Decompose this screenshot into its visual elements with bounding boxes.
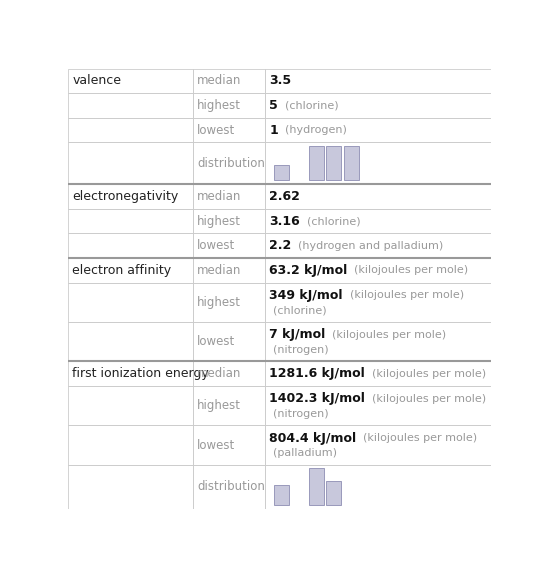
Bar bbox=[265, 118, 491, 142]
Text: highest: highest bbox=[197, 214, 241, 228]
Text: lowest: lowest bbox=[197, 239, 235, 252]
Text: (hydrogen): (hydrogen) bbox=[278, 125, 347, 135]
Bar bbox=[327, 481, 341, 505]
Text: distribution: distribution bbox=[197, 480, 265, 494]
Bar bbox=[193, 184, 265, 209]
Text: median: median bbox=[197, 190, 242, 203]
Text: (chlorine): (chlorine) bbox=[278, 101, 339, 110]
Text: (hydrogen and palladium): (hydrogen and palladium) bbox=[292, 241, 444, 251]
Bar bbox=[193, 386, 265, 426]
Text: 804.4 kJ/mol: 804.4 kJ/mol bbox=[269, 431, 357, 444]
Text: distribution: distribution bbox=[197, 157, 265, 170]
Text: (nitrogen): (nitrogen) bbox=[272, 345, 328, 355]
Bar bbox=[265, 322, 491, 362]
Bar bbox=[193, 283, 265, 322]
Text: 7 kJ/mol: 7 kJ/mol bbox=[269, 328, 325, 341]
Bar bbox=[193, 142, 265, 184]
Text: 1: 1 bbox=[269, 124, 278, 137]
Bar bbox=[265, 283, 491, 322]
Bar bbox=[274, 165, 289, 180]
Text: 1402.3 kJ/mol: 1402.3 kJ/mol bbox=[269, 392, 365, 405]
Text: first ionization energy: first ionization energy bbox=[73, 367, 209, 380]
Text: electronegativity: electronegativity bbox=[73, 190, 179, 203]
Bar bbox=[68, 184, 193, 209]
Text: lowest: lowest bbox=[197, 439, 235, 452]
Bar bbox=[327, 146, 341, 180]
Bar bbox=[265, 258, 491, 283]
Bar bbox=[193, 258, 265, 283]
Bar bbox=[265, 69, 491, 93]
Text: valence: valence bbox=[73, 74, 121, 88]
Text: (chlorine): (chlorine) bbox=[272, 305, 327, 315]
Bar bbox=[193, 322, 265, 362]
Bar bbox=[68, 258, 193, 283]
Bar bbox=[68, 426, 193, 465]
Bar bbox=[193, 209, 265, 233]
Bar bbox=[265, 142, 491, 184]
Bar bbox=[193, 426, 265, 465]
Text: lowest: lowest bbox=[197, 335, 235, 348]
Text: median: median bbox=[197, 264, 242, 277]
Text: lowest: lowest bbox=[197, 124, 235, 137]
Bar bbox=[193, 362, 265, 386]
Bar bbox=[265, 386, 491, 426]
Bar bbox=[265, 233, 491, 258]
Text: 3.5: 3.5 bbox=[269, 74, 292, 88]
Bar bbox=[193, 69, 265, 93]
Text: 2.62: 2.62 bbox=[269, 190, 300, 203]
Bar bbox=[68, 209, 193, 233]
Bar bbox=[68, 69, 193, 93]
Text: 63.2 kJ/mol: 63.2 kJ/mol bbox=[269, 264, 347, 277]
Bar bbox=[193, 118, 265, 142]
Text: median: median bbox=[197, 74, 242, 88]
Bar bbox=[68, 233, 193, 258]
Text: highest: highest bbox=[197, 399, 241, 412]
Bar bbox=[68, 362, 193, 386]
Text: 5: 5 bbox=[269, 99, 278, 112]
Text: highest: highest bbox=[197, 296, 241, 309]
Bar bbox=[68, 118, 193, 142]
Text: 349 kJ/mol: 349 kJ/mol bbox=[269, 289, 343, 302]
Text: median: median bbox=[197, 367, 242, 380]
Bar bbox=[193, 93, 265, 118]
Bar bbox=[265, 93, 491, 118]
Bar bbox=[68, 93, 193, 118]
Text: (kilojoules per mole): (kilojoules per mole) bbox=[343, 291, 464, 300]
Bar bbox=[265, 362, 491, 386]
Bar bbox=[68, 322, 193, 362]
Bar bbox=[68, 465, 193, 509]
Text: (kilojoules per mole): (kilojoules per mole) bbox=[347, 265, 468, 275]
Bar bbox=[68, 283, 193, 322]
Text: 2.2: 2.2 bbox=[269, 239, 292, 252]
Bar bbox=[309, 468, 324, 505]
Text: (kilojoules per mole): (kilojoules per mole) bbox=[325, 329, 447, 340]
Text: (kilojoules per mole): (kilojoules per mole) bbox=[365, 394, 486, 404]
Bar bbox=[193, 233, 265, 258]
Text: (kilojoules per mole): (kilojoules per mole) bbox=[365, 369, 486, 379]
Text: highest: highest bbox=[197, 99, 241, 112]
Bar bbox=[68, 386, 193, 426]
Text: (nitrogen): (nitrogen) bbox=[272, 408, 328, 419]
Bar bbox=[265, 209, 491, 233]
Text: (kilojoules per mole): (kilojoules per mole) bbox=[357, 433, 478, 443]
Text: (chlorine): (chlorine) bbox=[300, 216, 360, 226]
Text: 1281.6 kJ/mol: 1281.6 kJ/mol bbox=[269, 367, 365, 380]
Text: (palladium): (palladium) bbox=[272, 448, 337, 458]
Bar bbox=[309, 146, 324, 180]
Bar bbox=[265, 426, 491, 465]
Text: electron affinity: electron affinity bbox=[73, 264, 171, 277]
Bar bbox=[68, 142, 193, 184]
Bar bbox=[193, 465, 265, 509]
Bar bbox=[274, 484, 289, 505]
Bar bbox=[265, 184, 491, 209]
Text: 3.16: 3.16 bbox=[269, 214, 300, 228]
Bar bbox=[344, 146, 359, 180]
Bar bbox=[265, 465, 491, 509]
